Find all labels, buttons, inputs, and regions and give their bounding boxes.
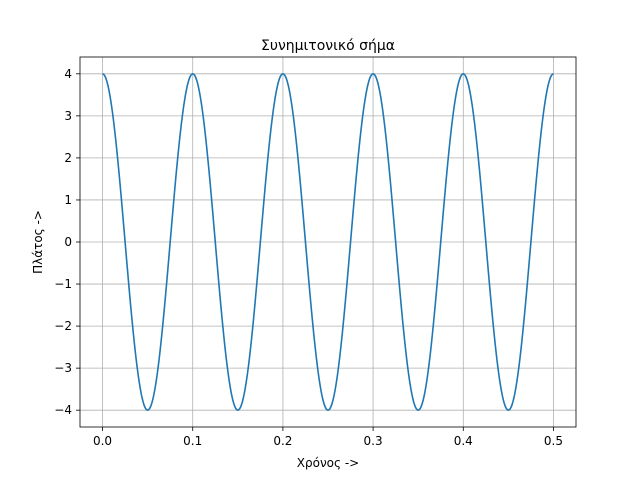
x-tick-label: 0.5: [544, 434, 563, 448]
y-tick-label: −3: [54, 361, 72, 375]
series-line: [102, 72, 554, 412]
series-layer: [102, 72, 554, 412]
ticks: 0.0 0.1 0.2 0.3 0.4 0.5 −4 −3 −2 −1 0 1 2 3 4: [54, 67, 563, 448]
x-tick-label: 0.0: [93, 434, 112, 448]
y-axis-label: Πλάτος ->: [31, 210, 45, 274]
chart-title: Συνημιτονικό σήμα: [261, 38, 395, 54]
x-tick-label: 0.1: [183, 434, 202, 448]
y-tick-label: −2: [54, 319, 72, 333]
x-axis-label: Χρόνος ->: [297, 456, 359, 470]
y-tick-label: −1: [54, 277, 72, 291]
y-tick-label: 2: [64, 151, 72, 165]
y-tick-label: 0: [64, 235, 72, 249]
grid: [80, 57, 576, 427]
x-tick-label: 0.3: [364, 434, 383, 448]
y-tick-label: 4: [64, 67, 72, 81]
y-tick-label: 3: [64, 109, 72, 123]
x-tick-label: 0.4: [454, 434, 473, 448]
y-tick-label: −4: [54, 403, 72, 417]
x-tick-label: 0.2: [273, 434, 292, 448]
y-tick-label: 1: [64, 193, 72, 207]
